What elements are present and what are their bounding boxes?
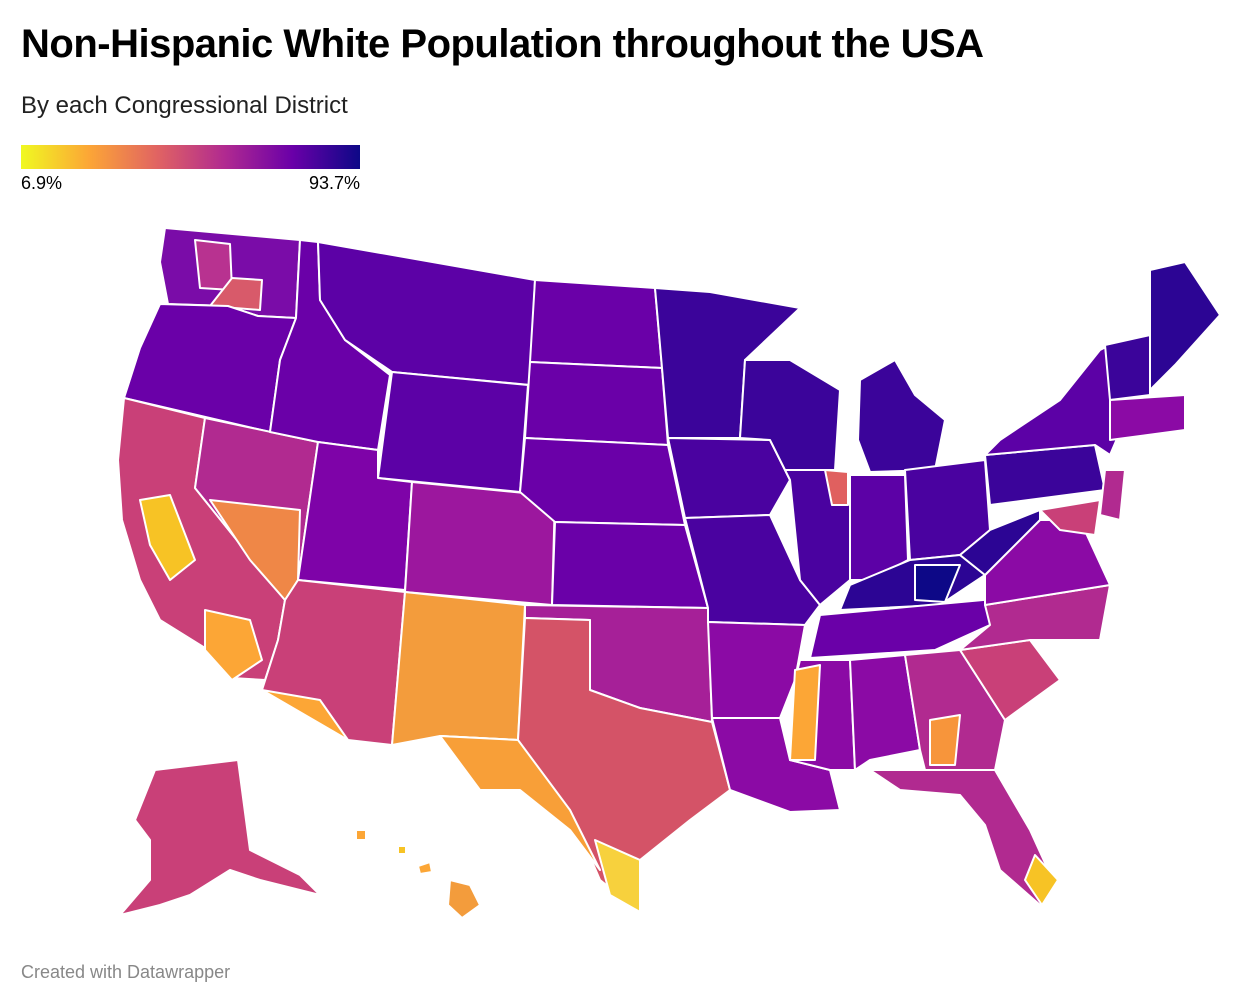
district-ms-west[interactable] [789, 664, 821, 761]
state-iowa[interactable] [667, 437, 791, 519]
state-hawaii-big-island[interactable] [447, 879, 481, 919]
us-district-map [117, 227, 1221, 919]
state-arkansas[interactable] [707, 621, 806, 719]
state-maine[interactable] [1149, 261, 1221, 391]
state-louisiana[interactable] [711, 717, 841, 813]
state-florida[interactable] [869, 769, 1056, 906]
district-az-south[interactable] [261, 689, 349, 741]
state-wyoming[interactable] [377, 371, 529, 493]
district-tx-west[interactable] [439, 735, 601, 871]
state-new-jersey[interactable] [1099, 469, 1126, 521]
state-nebraska[interactable] [519, 437, 686, 526]
district-ca-central-valley[interactable] [139, 494, 196, 581]
state-new-york[interactable] [984, 339, 1126, 456]
color-legend: 6.9% 93.7% [21, 145, 360, 195]
legend-max-label: 93.7% [308, 173, 360, 193]
district-ca-socal[interactable] [204, 609, 263, 681]
district-wa-seattle[interactable] [194, 239, 233, 291]
state-hawaii-oahu[interactable] [397, 845, 407, 855]
state-north-dakota[interactable] [529, 279, 663, 369]
district-tx-rio-grande[interactable] [594, 839, 641, 913]
state-tennessee[interactable] [809, 597, 1006, 659]
state-new-mexico[interactable] [391, 591, 526, 746]
state-hawaii-maui[interactable] [417, 861, 433, 875]
state-south-dakota[interactable] [524, 361, 669, 446]
legend-min-label: 6.9% [21, 173, 63, 193]
district-il-chicago[interactable] [824, 469, 849, 506]
chart-title: Non-Hispanic White Population throughout… [21, 22, 984, 66]
district-ga-south[interactable] [929, 714, 961, 766]
state-maryland[interactable] [1039, 499, 1101, 536]
chart-subtitle: By each Congressional District [21, 92, 348, 119]
state-vermont-nh[interactable] [1104, 334, 1151, 401]
footer-credit[interactable]: Created with Datawrapper [21, 962, 231, 982]
legend-gradient-bar [21, 145, 360, 169]
state-alabama[interactable] [849, 654, 921, 771]
state-hawaii-kauai[interactable] [355, 829, 367, 841]
state-west-virginia[interactable] [959, 509, 1041, 576]
district-ky-east[interactable] [914, 564, 961, 603]
state-missouri[interactable] [684, 514, 821, 626]
state-kansas[interactable] [551, 521, 709, 609]
state-michigan[interactable] [857, 359, 946, 473]
district-fl-miami[interactable] [1024, 854, 1059, 906]
state-massachusetts-ct-ri[interactable] [1109, 394, 1186, 441]
district-wa-central[interactable] [209, 277, 263, 311]
state-alaska[interactable] [119, 759, 321, 916]
